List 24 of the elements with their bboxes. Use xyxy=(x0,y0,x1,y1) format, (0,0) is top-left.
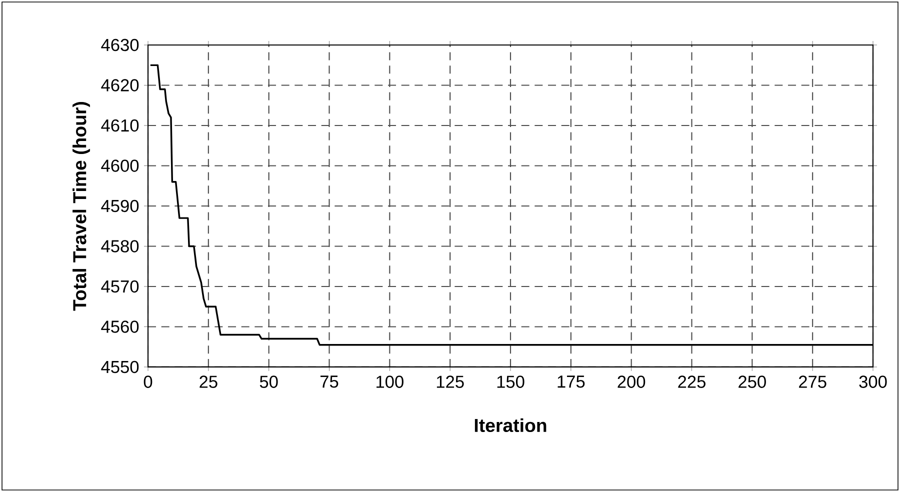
y-tick-label: 4630 xyxy=(101,38,139,52)
x-tick-label: 250 xyxy=(738,376,766,388)
x-tick-label: 150 xyxy=(497,376,524,388)
y-tick-label: 4610 xyxy=(101,119,139,132)
y-axis-title: Total Travel Time (hour) xyxy=(72,102,90,311)
y-tick-label: 4560 xyxy=(101,320,139,333)
x-tick-label: 175 xyxy=(558,376,585,388)
x-tick-label: 0 xyxy=(144,376,152,388)
y-tick-label: 4600 xyxy=(101,160,139,172)
x-axis-title: Iteration xyxy=(474,418,546,432)
x-tick-label: 75 xyxy=(320,376,338,388)
x-tick-label: 200 xyxy=(618,376,646,388)
x-tick-label: 225 xyxy=(678,376,706,388)
y-tick-label: 4620 xyxy=(101,79,139,92)
x-tick-label: 300 xyxy=(859,376,887,388)
y-tick-label: 4570 xyxy=(101,280,139,293)
x-tick-label: 125 xyxy=(436,376,464,388)
y-tick-label: 4590 xyxy=(101,200,139,212)
x-tick-label: 100 xyxy=(376,376,404,388)
x-tick-label: 25 xyxy=(200,376,218,388)
y-tick-label: 4580 xyxy=(101,240,139,252)
x-tick-label: 50 xyxy=(260,376,278,388)
y-tick-label: 4550 xyxy=(101,360,139,374)
x-tick-label: 275 xyxy=(799,376,826,388)
